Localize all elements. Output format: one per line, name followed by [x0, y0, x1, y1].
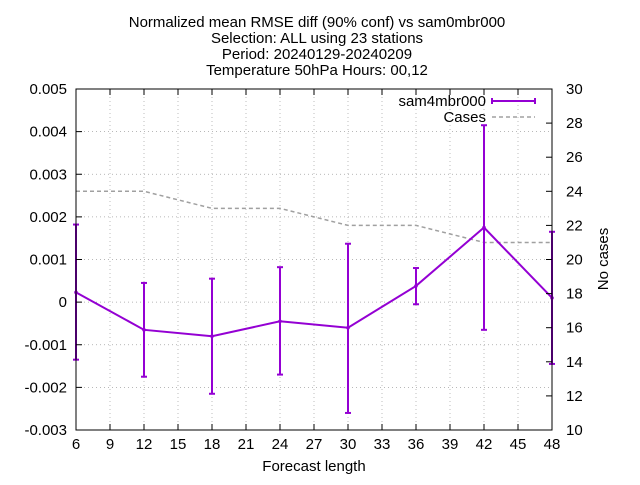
x-tick-label: 24: [272, 436, 289, 453]
y-tick-label: 0.003: [29, 166, 67, 183]
data-point: [142, 328, 146, 332]
grid: [76, 89, 552, 430]
cases-line: [76, 190, 552, 244]
x-tick-label: 33: [374, 436, 391, 453]
tick-labels: 6 9 12 15 18 21 24 27 30 33 36 39 42 45 48 0.005 0.004 0.…: [24, 81, 582, 453]
title-line-4: Temperature 50hPa Hours: 00,12: [206, 62, 428, 79]
y2-tick-label: 28: [566, 115, 583, 132]
x-tick-label: 21: [238, 436, 255, 453]
x-tick-label: 36: [408, 436, 425, 453]
data-point: [414, 284, 418, 288]
legend: sam4mbr000 Cases: [398, 93, 536, 126]
y-tick-label: 0: [59, 294, 67, 311]
y2-tick-label: 20: [566, 252, 583, 269]
y2-tick-label: 22: [566, 217, 583, 234]
y2-tick-label: 12: [566, 388, 583, 405]
y2-tick-label: 24: [566, 183, 583, 200]
y2-tick-label: 14: [566, 354, 583, 371]
data-point: [346, 325, 350, 330]
x-axis-label: Forecast length: [262, 458, 365, 475]
x-tick-label: 6: [72, 436, 80, 453]
axes: [75, 88, 553, 431]
y2-tick-label: 10: [566, 422, 583, 439]
y-tick-label: -0.001: [24, 337, 67, 354]
y-tick-label: 0.004: [29, 124, 67, 141]
x-tick-label: 9: [106, 436, 114, 453]
x-tick-label: 18: [204, 436, 221, 453]
title-line-2: Selection: ALL using 23 stations: [211, 30, 423, 47]
y-tick-label: 0.005: [29, 81, 67, 98]
y2-tick-label: 18: [566, 286, 583, 303]
y2-tick-label: 30: [566, 81, 583, 98]
x-tick-label: 42: [476, 436, 493, 453]
plot-frame: [75, 88, 553, 431]
x-tick-label: 30: [340, 436, 357, 453]
chart-title: Normalized mean RMSE diff (90% conf) vs …: [129, 14, 506, 79]
y2-axis-label: No cases: [595, 228, 612, 291]
data-point: [482, 225, 486, 230]
y2-tick-label: 16: [566, 320, 583, 337]
y2-tick-label: 26: [566, 149, 583, 166]
cases-series: [76, 190, 552, 244]
y-tick-label: 0.001: [29, 252, 67, 269]
x-tick-label: 12: [136, 436, 153, 453]
legend-label-sam4mbr000: sam4mbr000: [398, 93, 486, 110]
data-point: [210, 334, 214, 339]
x-tick-label: 15: [170, 436, 187, 453]
title-line-1: Normalized mean RMSE diff (90% conf) vs …: [129, 14, 506, 31]
legend-label-cases: Cases: [443, 109, 486, 126]
y-tick-label: -0.002: [24, 379, 67, 396]
x-tick-label: 48: [544, 436, 561, 453]
x-tick-label: 27: [306, 436, 323, 453]
data-point: [278, 319, 282, 324]
title-line-3: Period: 20240129-20240209: [222, 46, 412, 63]
y-tick-label: -0.003: [24, 422, 67, 439]
x-tick-label: 45: [510, 436, 527, 453]
x-tick-label: 39: [442, 436, 459, 453]
y-tick-label: 0.002: [29, 209, 67, 226]
sam4mbr000-line: [75, 226, 553, 338]
